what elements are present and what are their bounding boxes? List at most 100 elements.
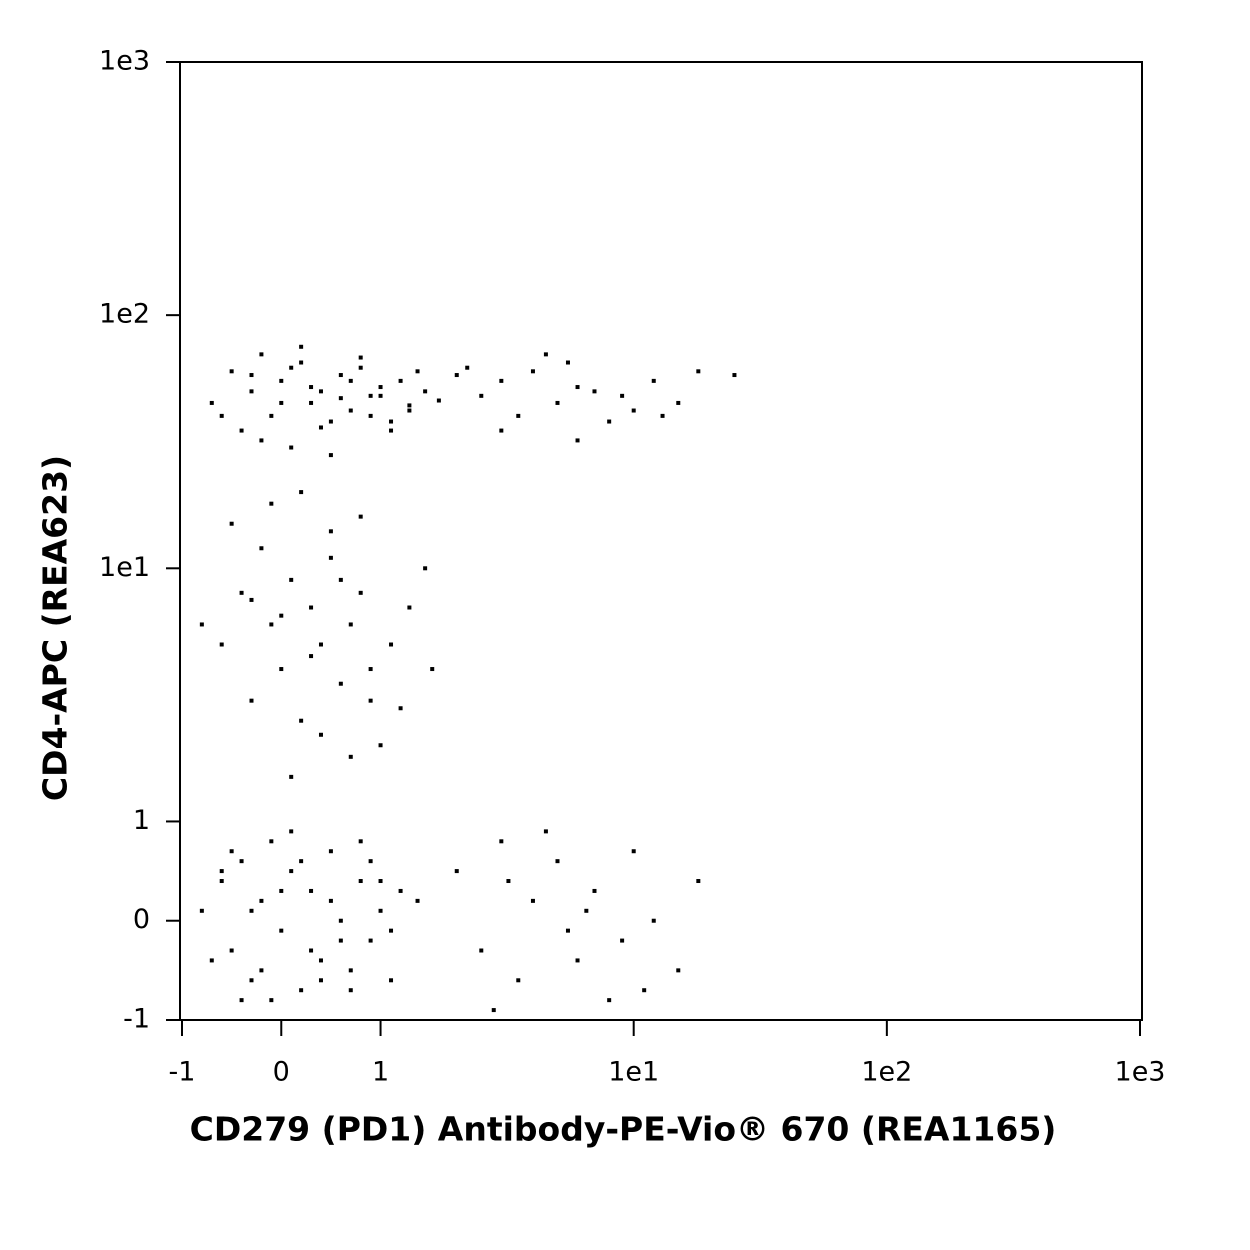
y-tick-label: 0 xyxy=(133,904,150,935)
point xyxy=(555,400,560,405)
point xyxy=(338,681,343,686)
point xyxy=(269,998,274,1003)
point xyxy=(299,718,304,723)
point xyxy=(389,419,394,424)
point xyxy=(368,859,373,864)
point xyxy=(676,968,681,973)
point xyxy=(358,355,363,360)
point xyxy=(398,888,403,893)
point xyxy=(338,938,343,943)
point xyxy=(407,605,412,610)
point xyxy=(249,373,254,378)
point xyxy=(454,869,459,874)
point xyxy=(209,958,214,963)
point xyxy=(289,365,294,370)
point xyxy=(565,928,570,933)
point xyxy=(407,408,412,413)
point xyxy=(368,938,373,943)
y-axis-title: CD4-APC (REA623) xyxy=(36,455,75,801)
point xyxy=(732,373,737,378)
point xyxy=(318,978,323,983)
point xyxy=(279,400,284,405)
point xyxy=(259,968,264,973)
x-tick-label: 1e3 xyxy=(1115,1057,1166,1088)
point xyxy=(499,428,504,433)
point xyxy=(358,365,363,370)
point xyxy=(269,501,274,506)
point xyxy=(631,849,636,854)
point xyxy=(328,555,333,560)
point xyxy=(389,642,394,647)
x-tick-label: 1 xyxy=(372,1057,389,1088)
point xyxy=(575,958,580,963)
point xyxy=(368,667,373,672)
point xyxy=(299,490,304,495)
point xyxy=(279,888,284,893)
point xyxy=(309,654,314,659)
point xyxy=(279,378,284,383)
point xyxy=(249,597,254,602)
point xyxy=(348,968,353,973)
point xyxy=(499,839,504,844)
x-tick-label: -1 xyxy=(169,1057,196,1088)
point xyxy=(348,754,353,759)
point xyxy=(328,419,333,424)
point xyxy=(229,521,234,526)
point xyxy=(289,445,294,450)
point xyxy=(491,1008,496,1013)
point xyxy=(219,869,224,874)
point xyxy=(368,698,373,703)
point xyxy=(279,613,284,618)
point xyxy=(299,344,304,349)
point xyxy=(309,888,314,893)
point xyxy=(318,389,323,394)
point xyxy=(249,389,254,394)
point xyxy=(499,378,504,383)
point xyxy=(378,743,383,748)
point xyxy=(620,938,625,943)
point xyxy=(398,706,403,711)
point xyxy=(415,369,420,374)
point xyxy=(430,667,435,672)
point xyxy=(575,385,580,390)
y-tick-label: 1 xyxy=(133,805,150,836)
point xyxy=(378,908,383,913)
x-tick-label: 1e2 xyxy=(861,1057,912,1088)
point xyxy=(358,590,363,595)
point xyxy=(209,400,214,405)
x-tick-label: 1e1 xyxy=(608,1057,659,1088)
point xyxy=(229,369,234,374)
point xyxy=(368,393,373,398)
point xyxy=(318,425,323,430)
point xyxy=(249,978,254,983)
point xyxy=(309,385,314,390)
point xyxy=(299,859,304,864)
point xyxy=(660,413,665,418)
point xyxy=(279,667,284,672)
point xyxy=(423,389,428,394)
point xyxy=(358,514,363,519)
point xyxy=(289,829,294,834)
point xyxy=(348,408,353,413)
point xyxy=(299,360,304,365)
point xyxy=(229,849,234,854)
plot-frame xyxy=(179,61,1143,1021)
point xyxy=(358,879,363,884)
point xyxy=(199,908,204,913)
point xyxy=(696,879,701,884)
point xyxy=(328,529,333,534)
point xyxy=(348,622,353,627)
point xyxy=(309,948,314,953)
point xyxy=(269,413,274,418)
point xyxy=(269,839,274,844)
point xyxy=(479,393,484,398)
point xyxy=(338,577,343,582)
point xyxy=(389,928,394,933)
point xyxy=(249,908,254,913)
point xyxy=(219,642,224,647)
point xyxy=(289,577,294,582)
point xyxy=(575,438,580,443)
point xyxy=(309,605,314,610)
point xyxy=(378,385,383,390)
point xyxy=(479,948,484,953)
